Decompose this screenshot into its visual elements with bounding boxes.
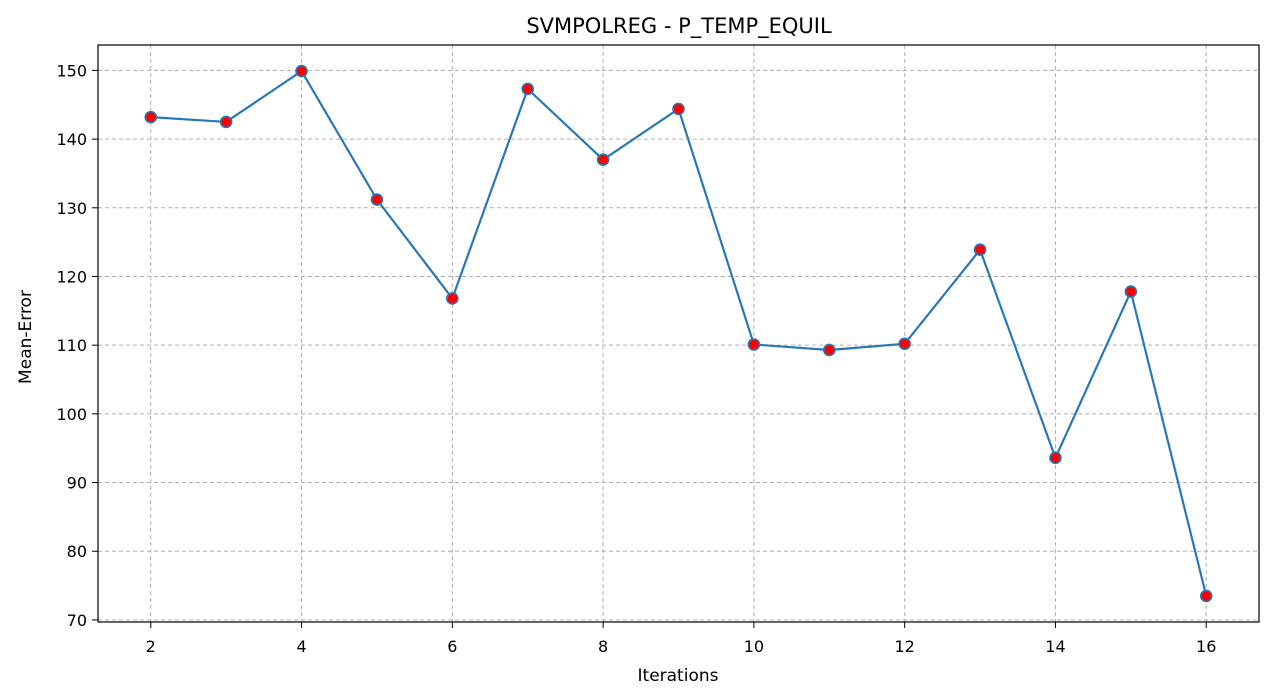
data-point [1124,285,1138,298]
y-axis-label: Mean-Error [16,290,36,384]
y-tick-label: 80 [67,542,87,561]
data-point [1049,451,1062,465]
y-tick-label: 70 [67,611,87,630]
x-axis: 2 4 6 8 10 12 14 16 [146,622,1216,656]
data-point [973,243,987,256]
y-axis: 70 80 90 100 110 120 130 140 150 [56,61,98,630]
y-tick-label: 120 [56,267,87,286]
y-tick-label: 110 [56,336,87,355]
x-tick-label: 2 [146,637,156,656]
series-group [144,64,1213,603]
x-tick-label: 6 [447,637,457,656]
x-tick-label: 16 [1196,637,1216,656]
data-point [521,82,535,96]
chart-title: SVMPOLREG - P_TEMP_EQUIL [526,14,832,39]
data-point [747,338,761,351]
x-tick-label: 14 [1045,637,1065,656]
x-tick-label: 4 [296,637,306,656]
x-tick-label: 10 [744,637,764,656]
data-point [1199,589,1213,603]
data-point [295,64,308,78]
data-point [822,343,836,357]
data-point [370,193,384,206]
data-point [898,337,911,351]
plot-area-frame [97,44,1260,623]
data-point [219,115,233,129]
data-point [144,110,158,124]
x-tick-label: 8 [598,637,608,656]
series-line [150,69,1208,597]
y-tick-label: 90 [67,474,87,493]
x-tick-label: 12 [894,637,914,656]
y-tick-label: 140 [56,130,87,149]
data-point [446,292,459,305]
data-point [596,153,610,167]
y-tick-label: 150 [56,61,87,80]
data-point [672,102,685,116]
grid-lines [98,45,1259,622]
y-tick-label: 100 [56,405,87,424]
y-tick-label: 130 [56,199,87,218]
x-axis-label: Iterations [638,666,719,686]
